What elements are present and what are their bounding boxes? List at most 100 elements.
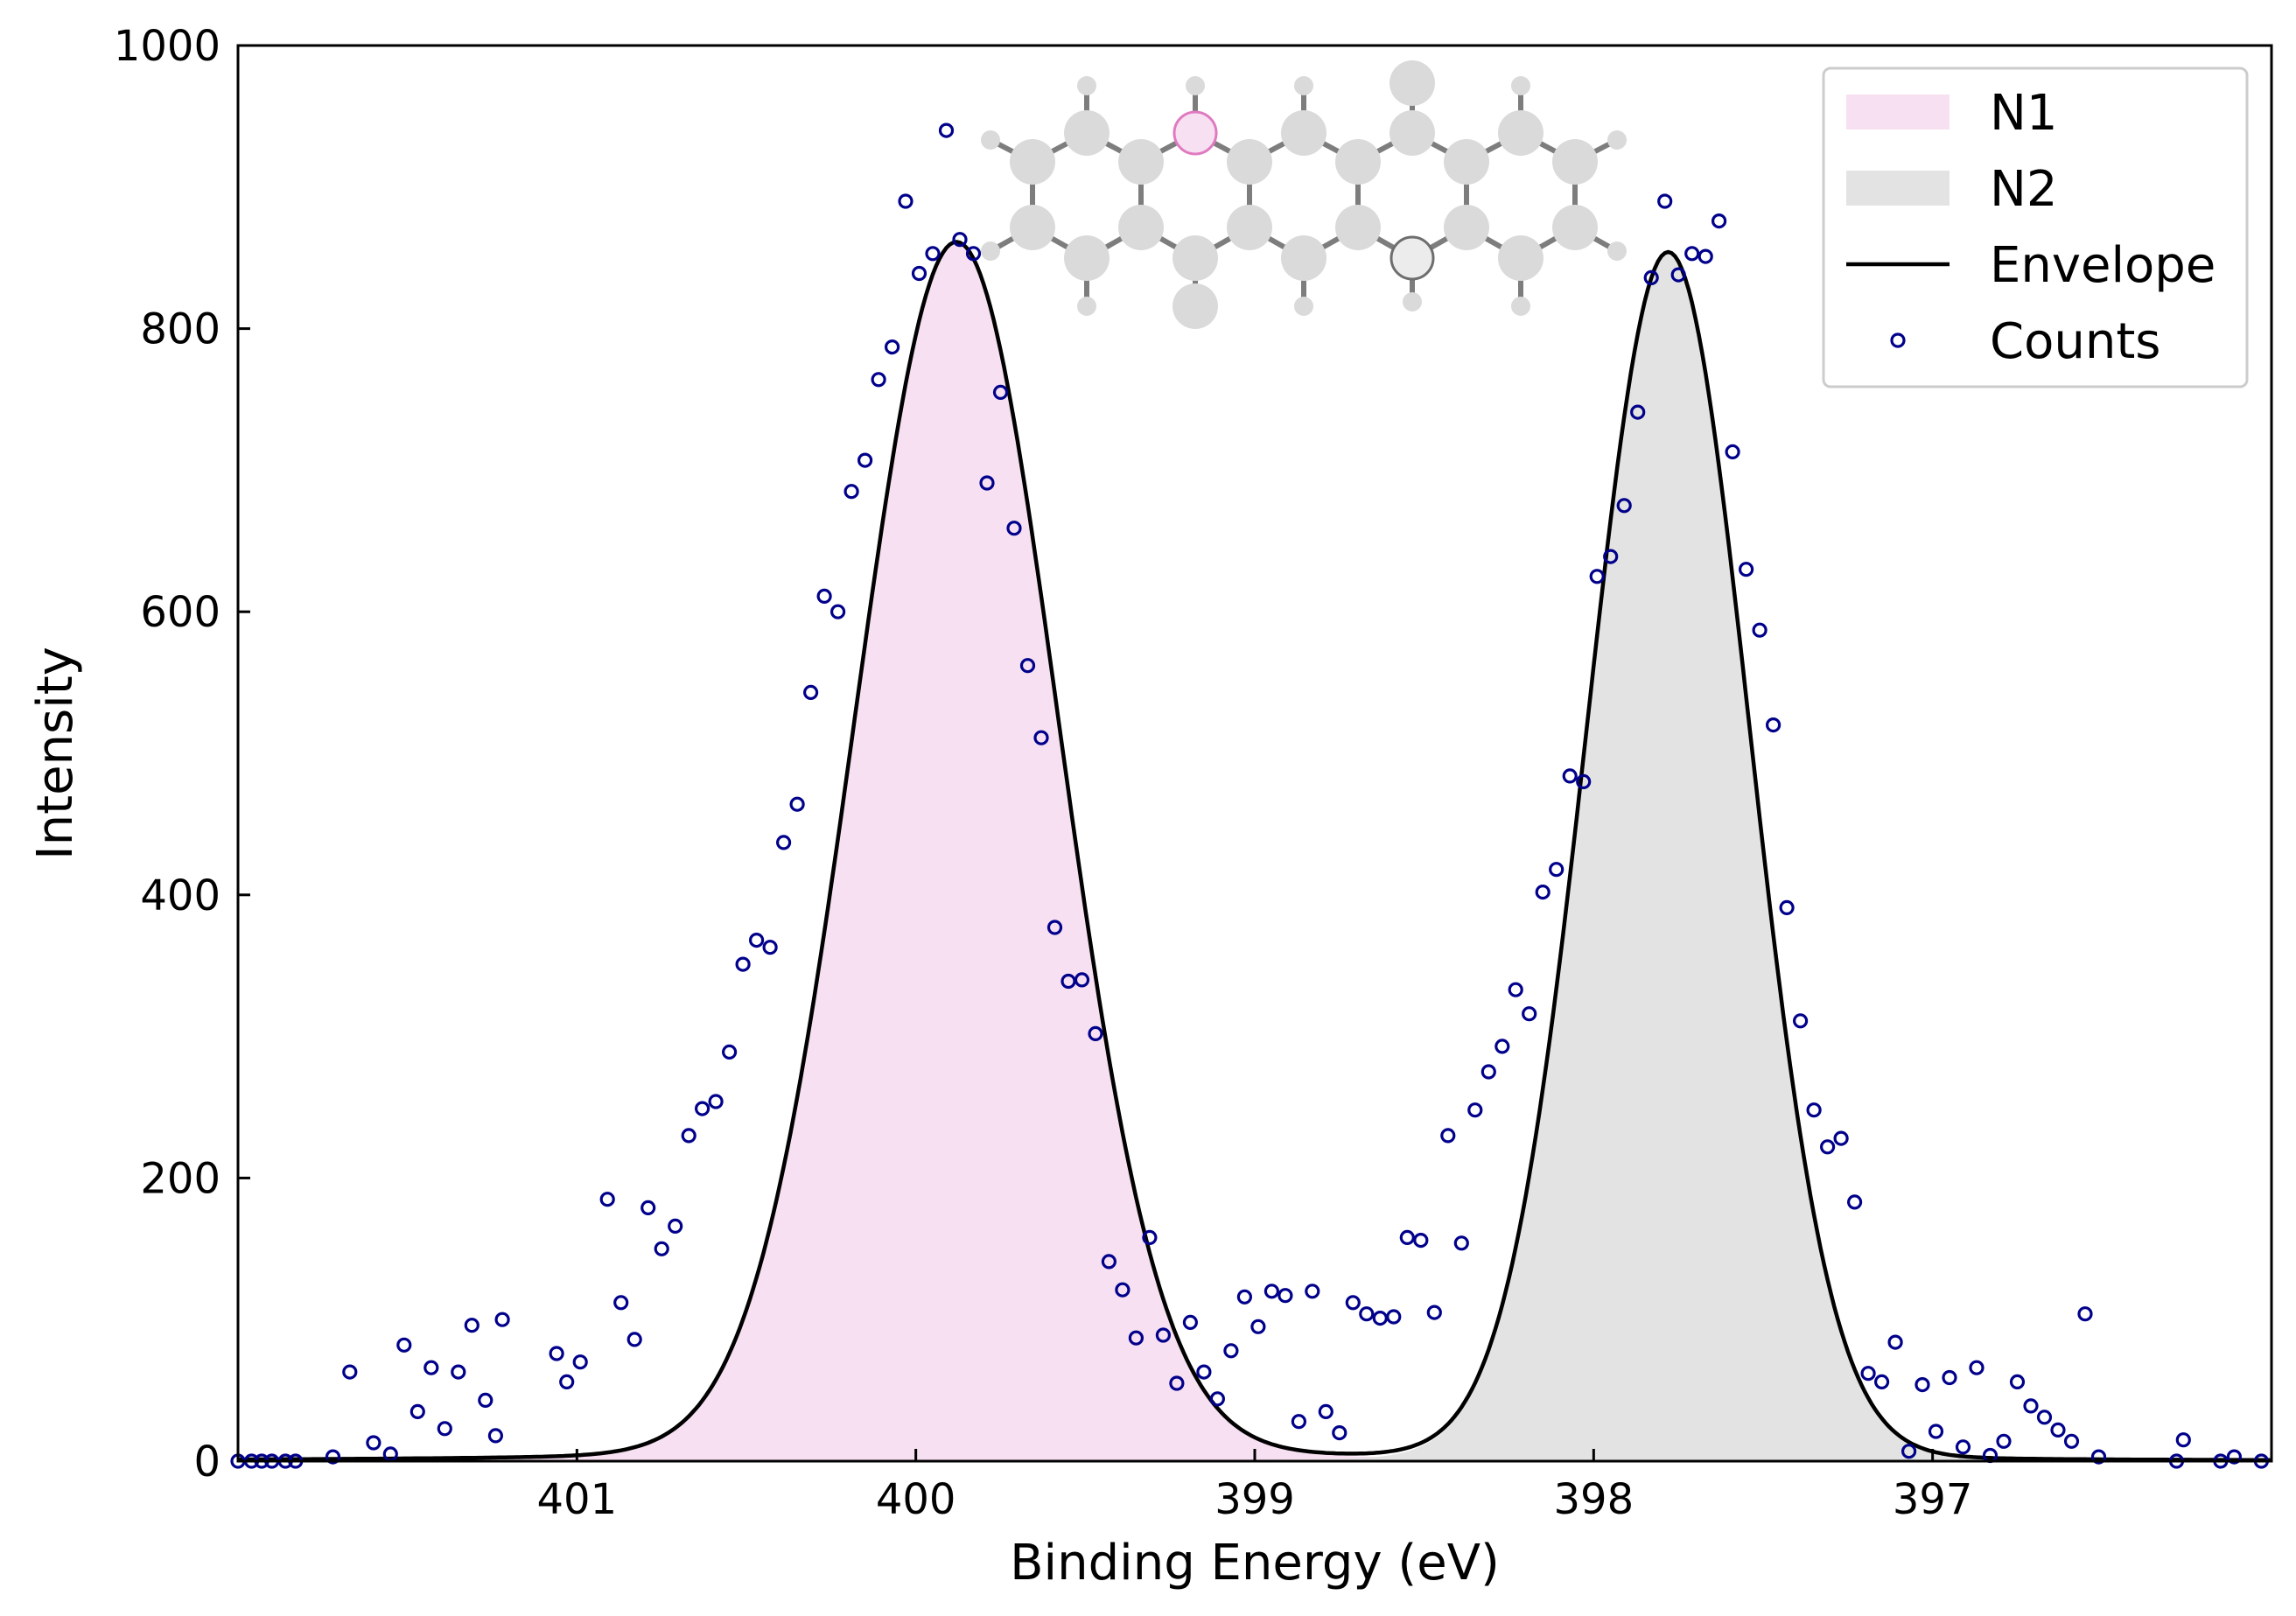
x-axis-title: Binding Energy (eV) [1010, 1535, 1500, 1592]
count-point [789, 796, 805, 812]
x-tick-label: 397 [1893, 1475, 1973, 1524]
molecule-hydrogen [1294, 297, 1313, 316]
count-point [1589, 569, 1605, 584]
count-point [1264, 1284, 1280, 1299]
count-point [559, 1374, 575, 1390]
count-point [599, 1192, 615, 1207]
molecule-hydrogen [1294, 76, 1313, 95]
count-point [1426, 1305, 1442, 1320]
count-point [1806, 1102, 1822, 1118]
molecule-hydrogen [981, 130, 1000, 150]
x-tick-label: 401 [537, 1475, 618, 1524]
x-tick-label: 399 [1214, 1475, 1295, 1524]
envelope-line [238, 240, 2272, 1462]
count-point [2175, 1432, 2191, 1448]
area-n2 [238, 253, 2272, 1461]
count-point [1576, 773, 1592, 790]
count-point [1142, 1229, 1158, 1246]
count-point [1196, 1364, 1212, 1380]
count-point [2009, 1374, 2026, 1390]
count-point [681, 1128, 696, 1144]
count-point [2226, 1449, 2242, 1465]
y-ticks: 0 200 400 600 800 1000 [114, 22, 250, 1487]
molecule-atom [1498, 235, 1544, 281]
count-point [1223, 1343, 1239, 1359]
molecule-n1-atom [1172, 110, 1218, 156]
molecule-atom [1390, 60, 1435, 106]
molecule-atom [1552, 139, 1598, 185]
count-point [979, 475, 995, 491]
count-point [1522, 1006, 1537, 1022]
count-point [952, 232, 968, 248]
count-point [2036, 1410, 2053, 1425]
count-point [992, 384, 1009, 400]
count-point [410, 1403, 425, 1420]
count-point [1847, 1194, 1863, 1210]
y-tick-label: 0 [193, 1438, 220, 1487]
count-point [1630, 404, 1646, 420]
molecule-atom [1281, 110, 1326, 156]
count-point [1535, 884, 1550, 900]
count-point [1033, 730, 1049, 745]
molecule-illustration [981, 60, 1627, 329]
count-point [1562, 768, 1578, 784]
legend-swatch-n1 [1846, 94, 1950, 129]
legend-box [1822, 66, 2249, 388]
count-point [1996, 1433, 2012, 1449]
molecule-hydrogen [1403, 292, 1422, 311]
legend-label-n1: N1 [1990, 85, 2058, 142]
count-point [668, 1218, 683, 1235]
count-point [478, 1392, 494, 1409]
molecule-atom [1390, 110, 1435, 156]
count-point [1386, 1309, 1402, 1325]
count-point [654, 1241, 669, 1256]
count-point [1752, 622, 1768, 638]
count-point [640, 1200, 656, 1216]
count-point [735, 956, 751, 972]
molecule-atom [1172, 235, 1218, 281]
count-point [1738, 562, 1754, 577]
count-point [816, 588, 832, 605]
count-point [1250, 1319, 1266, 1334]
molecule-atom [1064, 110, 1110, 156]
count-point [549, 1346, 564, 1361]
count-point [1453, 1235, 1469, 1251]
molecule-hydrogen [1511, 76, 1530, 95]
envelope-layer [238, 240, 2272, 1462]
legend-swatch-n2 [1846, 171, 1950, 206]
molecule-atom [1552, 205, 1598, 250]
count-point [775, 835, 792, 850]
count-point [802, 684, 819, 701]
molecule-n2-atom [1390, 235, 1435, 281]
count-point [396, 1337, 412, 1353]
count-point [1657, 193, 1673, 209]
count-point [2023, 1398, 2039, 1414]
count-point [342, 1364, 358, 1380]
legend-label-counts: Counts [1990, 313, 2160, 370]
count-point [1480, 1064, 1496, 1080]
count-point [1820, 1139, 1836, 1155]
molecule-atom [1444, 139, 1489, 185]
count-point [2077, 1306, 2093, 1322]
count-point [925, 246, 941, 262]
count-point [1874, 1374, 1890, 1390]
molecule-hydrogen [1607, 241, 1627, 261]
count-point [1955, 1439, 1971, 1455]
molecule-hydrogen [1077, 297, 1096, 316]
count-point [1779, 899, 1795, 916]
count-point [1074, 972, 1090, 988]
count-point [1670, 267, 1686, 283]
count-point [1860, 1366, 1876, 1382]
count-point [1291, 1414, 1307, 1430]
x-tick-label: 398 [1554, 1475, 1634, 1524]
count-point [1549, 862, 1564, 878]
count-point [1372, 1310, 1388, 1326]
count-point [464, 1318, 480, 1333]
count-point [2090, 1449, 2107, 1465]
molecule-atom [1118, 205, 1164, 250]
count-point [762, 940, 778, 955]
count-point [424, 1360, 439, 1375]
count-point [1698, 248, 1713, 264]
y-tick-label: 400 [140, 871, 220, 920]
